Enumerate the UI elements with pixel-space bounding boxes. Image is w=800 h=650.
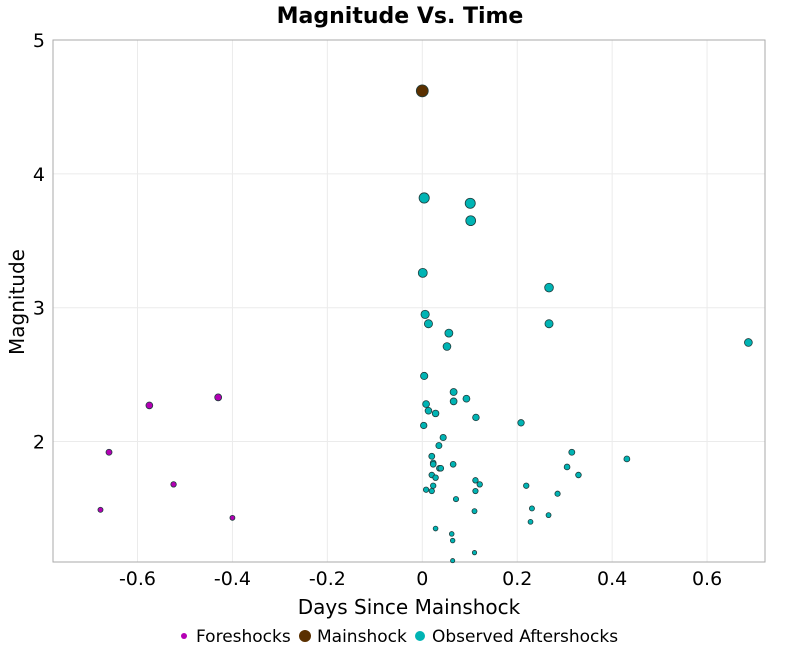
plot-area (52, 39, 766, 563)
data-point (472, 477, 479, 484)
data-points (97, 84, 753, 564)
x-tick-label: 0.4 (597, 568, 627, 590)
legend-marker-icon (415, 631, 425, 641)
data-point (744, 338, 753, 347)
legend: Foreshocks Mainshock Observed Aftershocks (181, 627, 618, 647)
data-point (432, 474, 439, 481)
data-point (420, 371, 429, 380)
y-tick-label: 3 (33, 298, 45, 320)
data-point (449, 397, 458, 406)
data-point (472, 487, 479, 495)
data-point (528, 505, 535, 512)
data-point (563, 463, 571, 471)
data-point (428, 452, 436, 460)
legend-marker-icon (181, 633, 187, 639)
data-point (422, 486, 430, 493)
x-axis-ticks: -0.6 -0.4 -0.2 0 0.2 0.4 0.6 (119, 568, 722, 590)
data-point (544, 319, 554, 329)
y-axis-ticks: 2 3 4 5 (33, 30, 45, 454)
legend-label: Mainshock (317, 627, 407, 647)
data-point (449, 388, 458, 396)
data-point (452, 496, 460, 503)
data-point (432, 525, 439, 532)
series-foreshocks (97, 393, 236, 521)
y-tick-label: 5 (33, 30, 45, 52)
data-point (437, 465, 445, 472)
data-point (444, 328, 454, 338)
chart-title: Magnitude Vs. Time (277, 4, 524, 29)
x-tick-label: 0.2 (502, 568, 532, 590)
y-tick-label: 2 (33, 432, 45, 454)
data-point (442, 342, 452, 351)
data-point (623, 455, 631, 463)
data-point (145, 401, 154, 410)
data-point (229, 514, 236, 521)
data-point (465, 215, 477, 227)
data-point (527, 519, 534, 525)
data-point (471, 508, 478, 515)
data-point (435, 442, 443, 450)
data-point (415, 84, 429, 98)
data-point (476, 481, 483, 488)
data-point (464, 197, 476, 209)
data-point (568, 448, 576, 456)
data-point (545, 512, 552, 519)
data-point (462, 394, 471, 403)
data-point (97, 506, 104, 513)
x-tick-label: -0.4 (214, 568, 251, 590)
data-point (214, 393, 223, 402)
data-point (429, 460, 437, 468)
data-point (450, 558, 456, 564)
data-point (448, 531, 455, 537)
data-point (428, 487, 435, 495)
x-tick-label: -0.2 (309, 568, 346, 590)
data-point (170, 481, 177, 488)
data-point (424, 407, 433, 415)
y-axis-label: Magnitude (5, 249, 29, 355)
data-point (430, 482, 437, 489)
data-point (517, 419, 525, 427)
legend-label: Observed Aftershocks (432, 627, 618, 647)
grid (53, 39, 765, 562)
data-point (449, 537, 456, 544)
data-point (422, 400, 430, 408)
x-tick-label: 0 (416, 568, 428, 590)
data-point (523, 482, 530, 489)
data-point (544, 282, 554, 293)
data-point (449, 460, 457, 468)
data-point (554, 490, 561, 497)
data-point (418, 192, 430, 204)
data-point (423, 319, 433, 329)
data-point (575, 471, 582, 479)
x-axis-label: Days Since Mainshock (298, 595, 521, 619)
x-tick-label: 0.6 (692, 568, 722, 590)
data-point (417, 268, 428, 278)
legend-label: Foreshocks (196, 627, 291, 647)
data-point (439, 433, 447, 442)
data-point (472, 413, 480, 422)
data-point (420, 421, 428, 430)
x-tick-label: -0.6 (119, 568, 156, 590)
series-observed-aftershocks (417, 192, 753, 564)
legend-marker-icon (299, 630, 311, 642)
series-mainshock (415, 84, 429, 98)
data-point (420, 309, 430, 319)
data-point (105, 448, 113, 456)
y-tick-label: 4 (33, 164, 45, 186)
data-point (431, 409, 440, 418)
data-point (471, 550, 478, 556)
